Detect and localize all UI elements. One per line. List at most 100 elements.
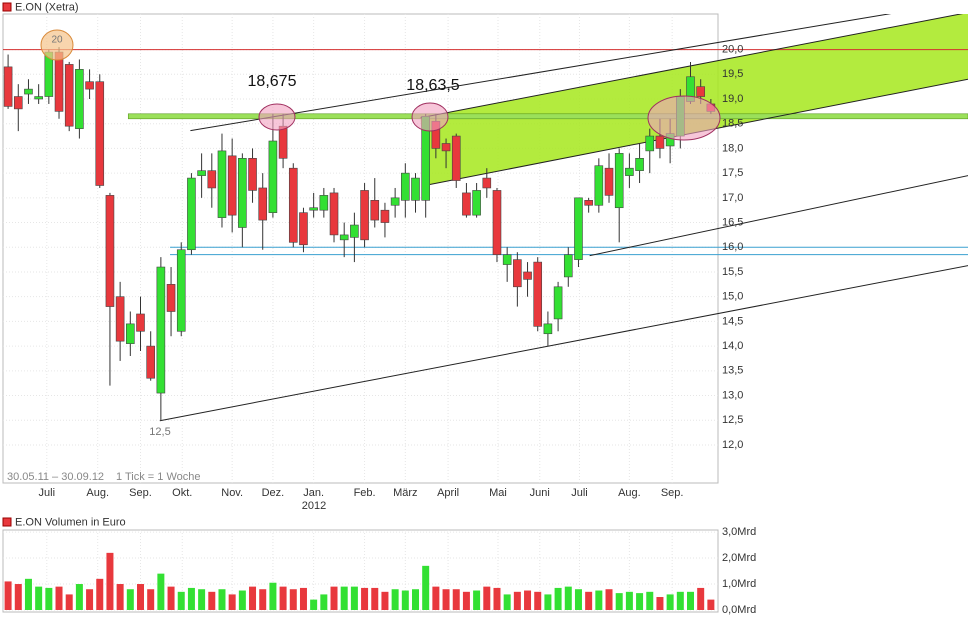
candle-body: [166, 284, 176, 312]
highlights: [40, 29, 721, 141]
volume-bar: [473, 590, 481, 610]
candle-body: [3, 66, 13, 107]
highlight: [40, 29, 74, 61]
x-tick-label: Jan.: [303, 487, 324, 499]
volume-bar: [524, 590, 532, 610]
volume-bar: [371, 587, 379, 610]
volume-bar: [452, 589, 460, 610]
candle-body: [533, 261, 543, 327]
candle-body: [451, 135, 461, 181]
y-tick-label: 14,0: [722, 340, 743, 352]
candle-body: [278, 125, 288, 159]
y-tick-label: 17,5: [722, 167, 743, 179]
candle-body: [574, 197, 583, 260]
volume-bar: [147, 589, 155, 610]
candle-body: [513, 259, 522, 288]
volume-bar: [320, 594, 328, 610]
volume-bar: [615, 593, 623, 610]
candle-body: [238, 158, 247, 228]
y-tick-label: 18,0: [722, 142, 743, 154]
candle-body: [543, 323, 553, 335]
x-tick-label: Juni: [530, 487, 550, 499]
candle-body: [482, 177, 492, 189]
annotation: 20: [51, 35, 63, 46]
candle-body: [696, 86, 705, 97]
volume-bar: [625, 591, 633, 610]
x-tick-label: Nov.: [221, 487, 243, 499]
volume-bar: [167, 586, 175, 610]
annotation: 12,5: [149, 426, 170, 438]
y-tick-label: 16,5: [722, 216, 743, 228]
x-tick-label: Mai: [489, 487, 507, 499]
volume-bar: [381, 591, 389, 610]
candle-body: [390, 197, 400, 206]
y-tick-label: 19,0: [722, 93, 743, 105]
candle-body: [502, 254, 512, 265]
y-tick-label: 1,0Mrd: [722, 578, 756, 590]
candle-body: [604, 167, 614, 196]
volume-bar: [45, 587, 53, 610]
candle-body: [227, 155, 237, 216]
legend-icon: [2, 2, 12, 12]
x-tick-label: März: [393, 487, 417, 499]
legend-icon: [2, 517, 12, 527]
candle-body: [136, 313, 145, 332]
volume-bar: [269, 582, 277, 610]
annotation: 18,63,5: [406, 77, 459, 94]
volume-bar: [666, 594, 674, 610]
candle-body: [411, 177, 420, 201]
volume-bar: [432, 586, 440, 610]
volume-bar: [289, 589, 297, 610]
candle-body: [85, 81, 94, 90]
candle-body: [360, 190, 369, 241]
volume-bar: [35, 586, 43, 610]
overlays: [3, 14, 968, 483]
volume-bar: [646, 591, 654, 610]
volume-bar: [126, 589, 134, 610]
volume-bar: [574, 589, 582, 610]
candle-body: [563, 254, 573, 278]
y-tick-label: 13,5: [722, 365, 743, 377]
chart-title: E.ON (Xetra): [15, 1, 79, 13]
candle-body: [288, 167, 298, 243]
candle-body: [34, 96, 43, 100]
annotation: 18,675: [248, 73, 297, 90]
volume-bar: [86, 589, 94, 610]
volume-bar: [65, 594, 73, 610]
volume-bar: [462, 591, 470, 610]
candle-body: [258, 187, 268, 221]
volume-bar: [503, 594, 511, 610]
candle-body: [115, 296, 125, 342]
volume-bar: [137, 584, 144, 610]
volume-bar: [299, 587, 307, 610]
volume-bar: [14, 584, 22, 610]
volume-bar: [55, 586, 63, 610]
y-tick-label: 17,0: [722, 192, 743, 204]
candle-body: [594, 165, 604, 206]
tick-note: 1 Tick = 1 Woche: [116, 471, 200, 483]
y-tick-label: 2,0Mrd: [722, 552, 756, 564]
volume-bar: [228, 594, 236, 610]
x-tick-label: Juli: [39, 487, 56, 499]
volume-bar: [310, 599, 318, 610]
candle-body: [176, 249, 186, 332]
x-tick-label: Sep.: [129, 487, 152, 499]
volume-bar: [157, 573, 165, 610]
plot-frame: [2, 13, 719, 484]
volume-bar: [259, 589, 267, 610]
volume-bar: [350, 586, 358, 610]
volume-bar: [279, 586, 287, 610]
volume-bar: [24, 578, 32, 610]
candles: [3, 47, 716, 421]
volume-bar: [4, 581, 12, 610]
candle-body: [13, 96, 23, 110]
candle-body: [370, 200, 380, 221]
x-tick-label: Aug.: [618, 487, 641, 499]
y-tick-label: 18,5: [722, 118, 743, 130]
volume-bar: [554, 587, 562, 610]
y-tick-label: 0,0Mrd: [722, 604, 756, 616]
volume-bar: [238, 590, 246, 610]
candle-body: [268, 140, 278, 213]
candle-body: [655, 135, 665, 149]
